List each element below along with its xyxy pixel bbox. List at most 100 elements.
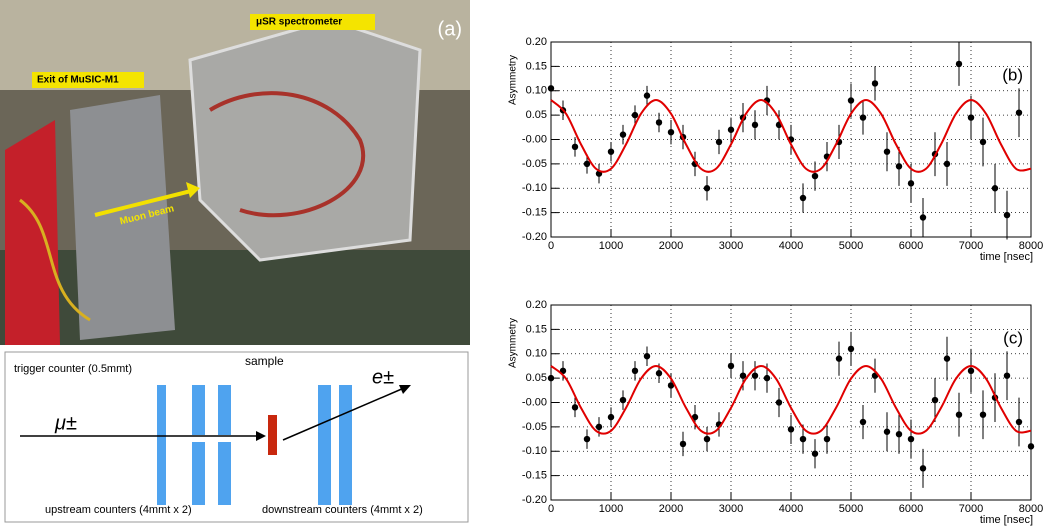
x-tick-label: 1000 — [599, 503, 623, 515]
data-point — [967, 367, 975, 375]
y-tick-label: -0.10 — [522, 445, 547, 457]
data-point — [823, 435, 831, 443]
diagram-label: μ± — [54, 412, 77, 434]
data-point — [895, 430, 903, 438]
y-tick-label: -0.00 — [522, 133, 547, 145]
data-point — [703, 185, 711, 192]
charts: 0.20 0.15 0.10 0.05 -0.00 -0.05 -0.10 -0.15 -0.2… — [508, 36, 1044, 526]
diagram-label: trigger counter (0.5mmt) — [14, 363, 132, 375]
y-tick-label: 0.05 — [526, 109, 547, 121]
y-tick-label: -0.05 — [522, 421, 547, 433]
arrowhead — [256, 431, 266, 441]
photo-fiber — [19, 198, 91, 322]
data-point — [943, 355, 951, 362]
data-point — [655, 119, 663, 126]
data-point — [703, 435, 711, 443]
data-point — [619, 396, 627, 404]
data-point — [607, 413, 615, 421]
y-tick-label: -0.20 — [522, 231, 547, 243]
photo-label-box — [250, 14, 375, 30]
data-point — [583, 160, 591, 168]
data-point — [847, 345, 855, 353]
photo-label: μSR spectrometer — [256, 17, 342, 28]
data-point — [883, 428, 891, 435]
data-point — [787, 426, 795, 433]
photo-spectrometer — [188, 18, 422, 262]
data-point — [979, 411, 987, 418]
data-point — [571, 143, 579, 151]
data-point — [943, 160, 951, 168]
data-point — [607, 148, 615, 155]
data-point — [583, 435, 591, 443]
y-tick-label: -0.15 — [522, 470, 547, 482]
positron-arrow — [282, 387, 405, 441]
data-point — [667, 128, 675, 136]
data-point — [775, 399, 783, 406]
upstream-counter — [192, 442, 205, 505]
data-point — [811, 172, 819, 180]
data-point — [907, 180, 915, 187]
data-point — [631, 111, 639, 119]
data-point — [1027, 443, 1035, 450]
x-axis-title: time [nsec] — [980, 251, 1033, 263]
upstream-counter — [218, 442, 231, 505]
x-tick-label: 6000 — [899, 240, 923, 252]
data-point — [835, 355, 843, 362]
downstream-counter — [339, 385, 352, 505]
data-point — [919, 465, 927, 472]
data-point — [955, 411, 963, 418]
upstream-counter — [218, 385, 231, 435]
y-tick-label: -0.15 — [522, 207, 547, 219]
y-tick-label: 0.15 — [526, 60, 547, 72]
diagram-frame — [4, 351, 469, 523]
data-point — [799, 435, 807, 443]
data-point — [871, 80, 879, 87]
data-point — [907, 435, 915, 443]
data-point — [547, 85, 555, 92]
data-point — [883, 148, 891, 155]
data-point — [655, 370, 663, 377]
sample — [268, 415, 277, 455]
data-point — [691, 413, 699, 421]
x-tick-label: 8000 — [1019, 240, 1043, 252]
y-tick-label: -0.20 — [522, 494, 547, 506]
photo-beamline — [70, 95, 175, 340]
data-point — [895, 163, 903, 170]
photo-beam-arrow — [94, 188, 196, 217]
x-tick-label: 2000 — [659, 503, 683, 515]
x-tick-label: 7000 — [959, 240, 983, 252]
x-tick-label: 4000 — [779, 240, 803, 252]
data-point — [859, 418, 867, 426]
y-axis-title: Asymmetry — [508, 55, 519, 105]
x-tick-label: 2000 — [659, 240, 683, 252]
x-tick-label: 5000 — [839, 503, 863, 515]
diagram-label: downstream counters (4mmt x 2) — [262, 504, 423, 516]
y-tick-label: -0.10 — [522, 182, 547, 194]
x-tick-label: 8000 — [1019, 503, 1043, 515]
data-point — [571, 404, 579, 411]
photo-label-box — [32, 72, 144, 88]
diagram-label: sample — [245, 354, 284, 368]
fit-curve — [550, 364, 1032, 435]
data-point — [931, 396, 939, 404]
data-point — [763, 374, 771, 382]
data-point — [727, 362, 735, 370]
photo-floor — [0, 250, 470, 345]
data-point — [715, 138, 723, 146]
data-point — [547, 374, 555, 382]
photo: μSR spectrometer Exit of MuSIC-M1 Muon b… — [0, 0, 470, 345]
trigger-counter — [157, 385, 166, 505]
downstream-counter — [318, 385, 331, 505]
diagram-label: e± — [372, 366, 394, 388]
x-tick-label: 1000 — [599, 240, 623, 252]
data-point — [847, 97, 855, 104]
panel-label: (b) — [1002, 65, 1023, 84]
data-point — [1003, 211, 1011, 219]
x-tick-label: 3000 — [719, 503, 743, 515]
data-point — [595, 423, 603, 431]
data-point — [631, 367, 639, 375]
diagram-label: upstream counters (4mmt x 2) — [45, 504, 192, 516]
x-tick-label: 0 — [548, 240, 554, 252]
y-tick-label: 0.05 — [526, 372, 547, 384]
y-tick-label: -0.05 — [522, 158, 547, 170]
